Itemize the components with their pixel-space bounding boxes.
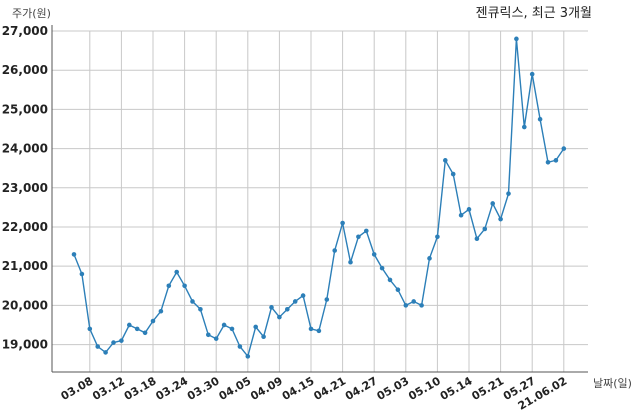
axes: [51, 25, 588, 373]
data-point: [87, 326, 93, 332]
x-tick-label: 04.05: [217, 374, 254, 403]
data-point: [142, 330, 148, 336]
data-point: [111, 340, 116, 345]
data-point: [95, 344, 100, 349]
data-point: [79, 271, 85, 277]
x-tick-label: 03.30: [185, 374, 222, 403]
data-point: [482, 226, 488, 232]
data-point: [198, 306, 203, 312]
data-point: [324, 297, 330, 302]
data-point: [348, 259, 353, 265]
y-tick-labels: 19,000 20,000 21,000 22,000 23,000 24,000 25,0…: [2, 24, 48, 352]
y-tick-label: 20,000: [2, 298, 48, 312]
x-tick-label: 05.10: [406, 374, 443, 403]
chart-title: 젠큐릭스, 최근 3개월: [476, 6, 592, 21]
x-tick-labels: 03.0803.1203.1803.2403.3004.0504.0904.15…: [59, 374, 570, 413]
data-point: [395, 287, 401, 292]
data-point: [474, 236, 480, 242]
data-point: [229, 326, 235, 332]
data-point: [285, 306, 290, 312]
data-point: [245, 354, 251, 359]
x-tick-label: 03.08: [59, 374, 96, 403]
data-point: [166, 283, 172, 289]
price-line: [73, 38, 565, 358]
data-point: [71, 252, 77, 257]
y-tick-label: 19,000: [2, 338, 48, 352]
data-point: [427, 256, 432, 261]
data-point: [553, 158, 559, 163]
x-tick-label: 03.18: [122, 374, 159, 403]
grid: [52, 30, 588, 372]
data-point: [498, 216, 503, 222]
data-point: [458, 212, 464, 218]
data-point: [490, 201, 496, 206]
data-point: [332, 248, 338, 253]
data-point: [316, 328, 322, 334]
data-point: [356, 234, 361, 240]
data-point: [277, 314, 282, 320]
data-point: [253, 324, 258, 330]
data-point: [545, 160, 551, 165]
data-point: [403, 303, 409, 308]
y-tick-label: 22,000: [2, 220, 48, 234]
x-tick-label: 04.21: [311, 374, 348, 403]
data-point: [379, 265, 385, 271]
x-tick-label: 05.14: [438, 374, 475, 403]
data-point: [514, 36, 519, 42]
data-point: [221, 322, 227, 328]
data-point: [506, 191, 511, 196]
price-series: [71, 36, 567, 359]
y-tick-label: 26,000: [2, 63, 48, 77]
data-point: [103, 350, 108, 355]
y-tick-label: 24,000: [2, 142, 48, 156]
data-point: [213, 336, 219, 341]
data-point: [466, 207, 472, 212]
y-tick-label: 25,000: [2, 102, 48, 116]
x-tick-label: 04.15: [280, 374, 317, 403]
data-point: [134, 326, 140, 332]
data-point: [443, 158, 448, 163]
data-point: [150, 318, 156, 324]
data-point: [435, 234, 440, 240]
data-point: [261, 334, 266, 340]
data-point: [127, 322, 132, 328]
data-point: [300, 293, 306, 298]
x-tick-label: 04.09: [248, 374, 285, 403]
x-tick-label: 03.24: [153, 374, 190, 403]
x-tick-label: 03.12: [90, 374, 127, 403]
data-point: [450, 171, 456, 177]
x-axis-label: 날짜(일): [593, 376, 632, 390]
data-point: [411, 299, 417, 304]
data-point: [364, 228, 369, 234]
data-point: [237, 344, 243, 349]
data-point: [522, 124, 527, 130]
data-point: [206, 332, 211, 338]
data-point: [561, 146, 567, 151]
data-point: [340, 220, 345, 226]
data-point: [371, 252, 377, 257]
data-point: [308, 326, 314, 332]
y-tick-label: 21,000: [2, 259, 48, 273]
data-point: [292, 299, 298, 304]
y-axis-label: 주가(원): [12, 7, 51, 20]
data-point: [419, 303, 424, 308]
x-tick-label: 05.03: [375, 374, 412, 403]
data-point: [537, 116, 543, 122]
data-point: [174, 269, 179, 275]
x-tick-label: 04.27: [343, 374, 380, 403]
data-point: [529, 71, 535, 77]
data-point: [182, 283, 187, 289]
y-tick-label: 23,000: [2, 181, 48, 195]
data-point: [190, 299, 195, 304]
y-tick-label: 27,000: [2, 24, 48, 38]
data-point: [158, 308, 164, 314]
data-point: [119, 338, 124, 343]
data-point: [269, 305, 274, 310]
data-point: [387, 277, 393, 283]
x-tick-label: 05.21: [469, 374, 506, 403]
